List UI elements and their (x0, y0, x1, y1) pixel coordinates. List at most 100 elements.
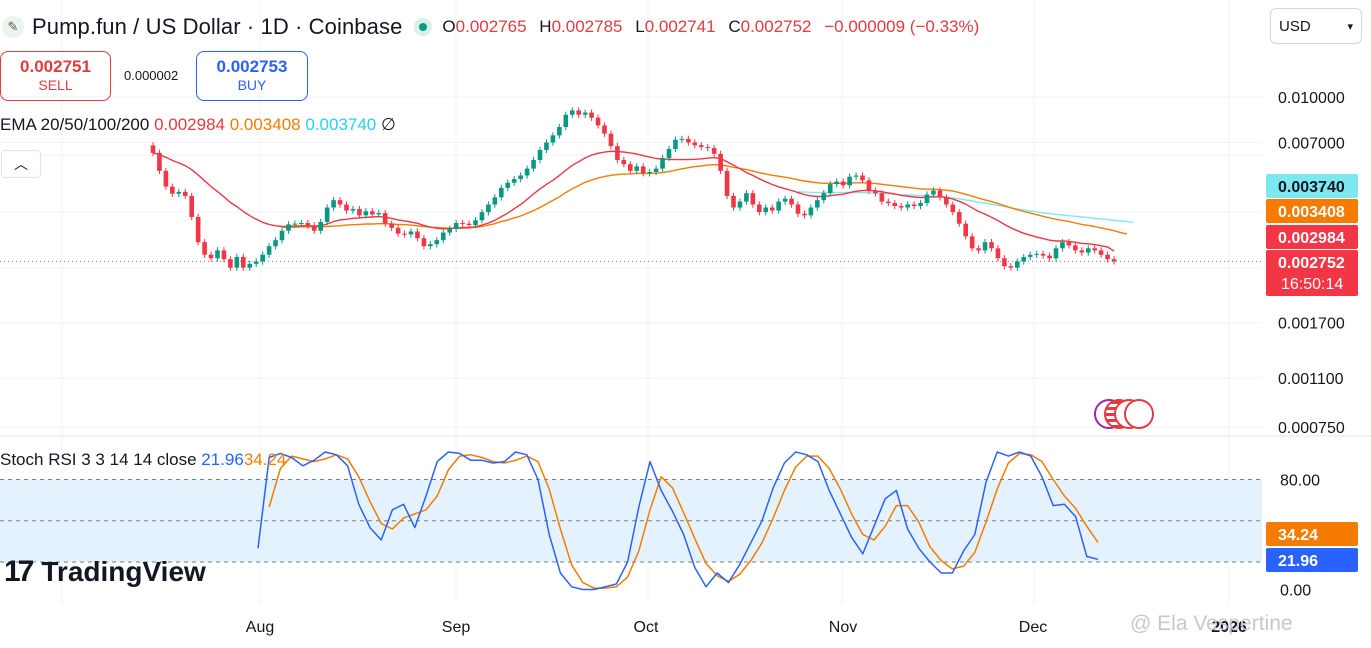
candle (195, 216, 201, 243)
candle (1060, 242, 1065, 249)
sell-price: 0.002751 (20, 57, 91, 76)
candle (544, 142, 549, 150)
candle (563, 114, 569, 128)
time-axis-label: Sep (442, 619, 471, 636)
symbol-title[interactable]: Pump.fun / US Dollar · 1D · Coinbase (32, 14, 403, 39)
candle (215, 250, 220, 259)
stoch-k-line (257, 451, 1099, 591)
time-axis-label: Dec (1019, 619, 1047, 636)
candle (234, 256, 240, 268)
candle (1098, 250, 1104, 255)
pencil-tag-icon[interactable]: ✎ (2, 16, 24, 38)
candle (1040, 253, 1046, 256)
last-price-badge: 0.002752 (1278, 255, 1345, 272)
candle (879, 193, 885, 202)
candle (1111, 259, 1117, 262)
candle (705, 147, 710, 149)
ema100-line (797, 191, 1134, 223)
collapse-legend-button[interactable]: ︿ (1, 150, 41, 178)
candle (653, 168, 659, 173)
candle (1034, 253, 1039, 255)
candle (763, 207, 769, 213)
ema20-price-badge: 0.002984 (1278, 230, 1345, 247)
candle (744, 193, 749, 202)
candle (1085, 248, 1091, 253)
currency-select[interactable]: USD ▾ (1270, 8, 1362, 44)
candles (150, 107, 1117, 271)
candle (428, 244, 433, 247)
candle (511, 179, 517, 183)
candle (815, 200, 820, 208)
candle (595, 117, 601, 126)
price-axis-label: 0.001100 (1278, 371, 1344, 388)
candle (847, 176, 852, 186)
candle (492, 197, 498, 205)
candle (750, 193, 756, 205)
candle (228, 259, 233, 268)
stoch-rsi-label: Stoch RSI 3 3 14 14 close (0, 450, 197, 469)
ema100-value: 0.003740 (305, 115, 377, 134)
candle (963, 223, 968, 237)
economic-events-flags-icon[interactable] (1094, 399, 1160, 431)
watermark: @ Ela Vespertine (1130, 612, 1293, 635)
candle (273, 240, 278, 247)
candle (299, 222, 304, 224)
price-axis-label: 0.007000 (1278, 135, 1345, 152)
candle (440, 232, 446, 241)
candle (389, 223, 394, 228)
sell-label: SELL (38, 77, 73, 93)
close-value: 0.002752 (740, 17, 812, 36)
candle (789, 198, 794, 205)
candle (460, 222, 465, 224)
stoch-d-value: 34.24 (243, 450, 287, 469)
buy-button[interactable]: 0.002753 BUY (196, 51, 308, 101)
change-value: −0.000009 (−0.33%) (824, 17, 980, 36)
candle (640, 166, 646, 174)
ema100-price-badge: 0.003740 (1278, 179, 1345, 196)
candle (292, 223, 298, 225)
time-axis-label: Oct (634, 619, 659, 636)
candle (479, 212, 485, 221)
candle (550, 135, 556, 143)
candle (615, 146, 620, 160)
candle (518, 175, 523, 180)
candle (776, 201, 781, 211)
candle (802, 213, 807, 216)
candle (1002, 258, 1007, 267)
tradingview-logo[interactable]: 17 TradingView (4, 555, 206, 589)
candle (905, 204, 910, 208)
sell-button[interactable]: 0.002751 SELL (0, 51, 111, 101)
bar-countdown: 16:50:14 (1281, 276, 1343, 293)
ema50-line (282, 164, 1128, 235)
candle (944, 197, 949, 205)
candle (311, 225, 317, 231)
stoch-rsi-legend[interactable]: Stoch RSI 3 3 14 14 close 21.9634.24 (0, 450, 286, 470)
candle (969, 236, 975, 249)
time-axis-label: Aug (246, 619, 274, 636)
candle (486, 204, 491, 213)
price-axis-label: 0.010000 (1278, 90, 1345, 107)
candle (286, 224, 291, 231)
ema50-value: 0.003408 (229, 115, 301, 134)
candle (350, 209, 356, 211)
candle (331, 200, 336, 208)
tradingview-mark-icon: 17 (4, 555, 34, 588)
candle (608, 133, 614, 147)
candle (866, 180, 872, 191)
candle (950, 204, 956, 213)
candle (370, 211, 375, 215)
candle (1008, 266, 1014, 268)
candle (1073, 245, 1078, 251)
candle (718, 153, 723, 171)
stoch-axis-label: 0.00 (1280, 583, 1311, 600)
candle (208, 254, 214, 259)
ema100-price-badge-bg (1266, 174, 1358, 198)
ema-legend[interactable]: EMA 20/50/100/200 0.002984 0.003408 0.00… (0, 115, 396, 135)
candle (318, 221, 323, 231)
candle (860, 175, 865, 181)
candle (1092, 248, 1097, 251)
candle (1027, 254, 1033, 257)
candle (711, 148, 717, 154)
candle (757, 204, 762, 213)
